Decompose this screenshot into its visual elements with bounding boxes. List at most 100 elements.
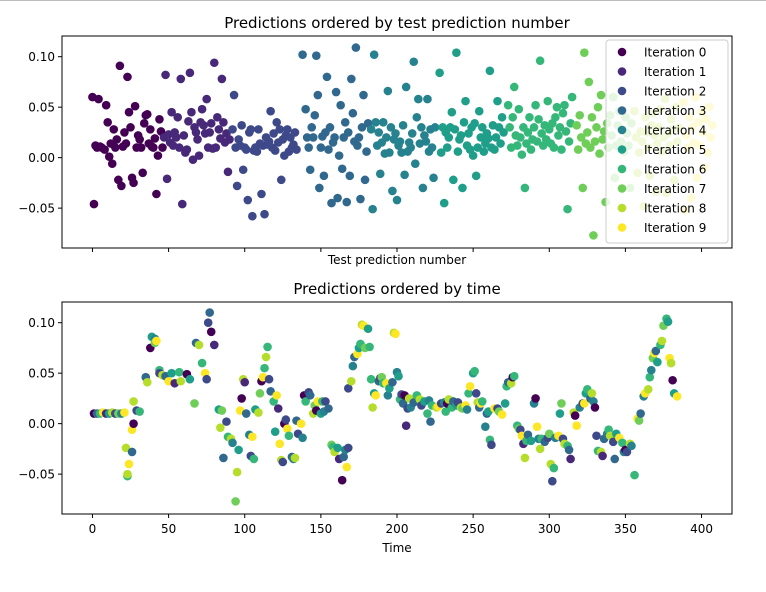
scatter-point (565, 446, 574, 455)
scatter-point (256, 389, 265, 398)
scatter-point (285, 431, 294, 440)
x-tick-label: 250 (462, 522, 485, 536)
scatter-point (457, 131, 466, 140)
scatter-point (362, 147, 371, 156)
scatter-point (128, 448, 137, 457)
y-tick-label: −0.05 (18, 202, 55, 216)
scatter-point (388, 187, 397, 196)
scatter-point (417, 123, 426, 132)
scatter-point (531, 101, 540, 110)
scatter-point (578, 184, 587, 193)
legend-marker (618, 87, 627, 96)
scatter-point (644, 385, 653, 394)
scatter-point (234, 446, 243, 455)
scatter-point (242, 145, 251, 154)
scatter-point (470, 367, 479, 376)
scatter-point (122, 139, 131, 148)
scatter-point (426, 417, 435, 426)
scatter-point (152, 190, 161, 199)
scatter-point (195, 341, 204, 350)
scatter-point (233, 182, 242, 191)
scatter-point (175, 368, 184, 377)
y-tick-label: 0.00 (28, 417, 55, 431)
scatter-point (557, 145, 566, 154)
scatter-point (113, 135, 122, 144)
scatter-point (330, 133, 339, 142)
scatter-point (237, 121, 246, 130)
scatter-point (423, 95, 432, 104)
scatter-point (463, 405, 472, 414)
scatter-point (399, 121, 408, 130)
scatter-point (498, 113, 507, 122)
scatter-point (222, 417, 231, 426)
scatter-point (510, 83, 519, 92)
scatter-point (129, 397, 138, 406)
scatter-point (597, 91, 606, 100)
scatter-point (496, 139, 505, 148)
x-tick-label: 50 (161, 522, 176, 536)
scatter-point (347, 75, 356, 84)
legend-label: Iteration 9 (644, 221, 706, 235)
legend-label: Iteration 5 (644, 143, 706, 157)
scatter-point (501, 399, 510, 408)
scatter-point (224, 167, 233, 176)
legend-marker (618, 204, 627, 213)
scatter-point (117, 182, 126, 191)
scatter-point (254, 408, 263, 417)
scatter-point (216, 423, 225, 432)
scatter-point (183, 145, 192, 154)
scatter-point (335, 151, 344, 160)
scatter-point (167, 369, 176, 378)
scatter-point (225, 135, 234, 144)
scatter-point (460, 118, 469, 127)
scatter-point (349, 109, 358, 118)
scatter-point (278, 458, 287, 467)
scatter-point (536, 56, 545, 65)
scatter-panel-time: Predictions ordered by time−0.050.000.05… (18, 280, 732, 555)
scatter-point (504, 101, 513, 110)
scatter-point (323, 73, 332, 82)
scatter-point (180, 131, 189, 140)
scatter-point (253, 147, 262, 156)
scatter-point (310, 111, 319, 120)
y-tick-label: 0.10 (28, 316, 55, 330)
scatter-point (205, 308, 214, 317)
scatter-point (353, 141, 362, 150)
scatter-point (513, 141, 522, 150)
chart-title: Predictions ordered by test prediction n… (224, 14, 570, 32)
scatter-point (550, 143, 559, 152)
scatter-point (155, 115, 164, 124)
scatter-point (254, 125, 263, 134)
scatter-point (304, 143, 313, 152)
scatter-point (431, 123, 440, 132)
legend-label: Iteration 1 (644, 65, 706, 79)
scatter-point (527, 145, 536, 154)
scatter-point (137, 143, 146, 152)
scatter-point (490, 145, 499, 154)
scatter-point (228, 125, 237, 134)
scatter-point (367, 375, 376, 384)
scatter-point (260, 364, 269, 373)
scatter-point (116, 61, 125, 70)
scatter-point (563, 205, 572, 214)
scatter-point (408, 129, 417, 138)
scatter-point (298, 50, 307, 59)
scatter-point (484, 134, 493, 143)
legend: Iteration 0 Iteration 1 Iteration 2 Iterati… (606, 40, 728, 243)
scatter-point (518, 150, 527, 159)
scatter-point (469, 151, 478, 160)
legend-label: Iteration 8 (644, 202, 706, 216)
scatter-point (379, 118, 388, 127)
legend-label: Iteration 0 (644, 46, 706, 60)
scatter-point (324, 404, 333, 413)
scatter-point (207, 119, 216, 128)
scatter-points (90, 308, 682, 505)
scatter-point (384, 87, 393, 96)
x-tick-label: 300 (538, 522, 561, 536)
scatter-point (271, 146, 280, 155)
scatter-point (242, 409, 251, 418)
scatter-point (536, 445, 545, 454)
scatter-point (339, 453, 348, 462)
scatter-point (176, 75, 185, 84)
scatter-point (108, 159, 117, 168)
